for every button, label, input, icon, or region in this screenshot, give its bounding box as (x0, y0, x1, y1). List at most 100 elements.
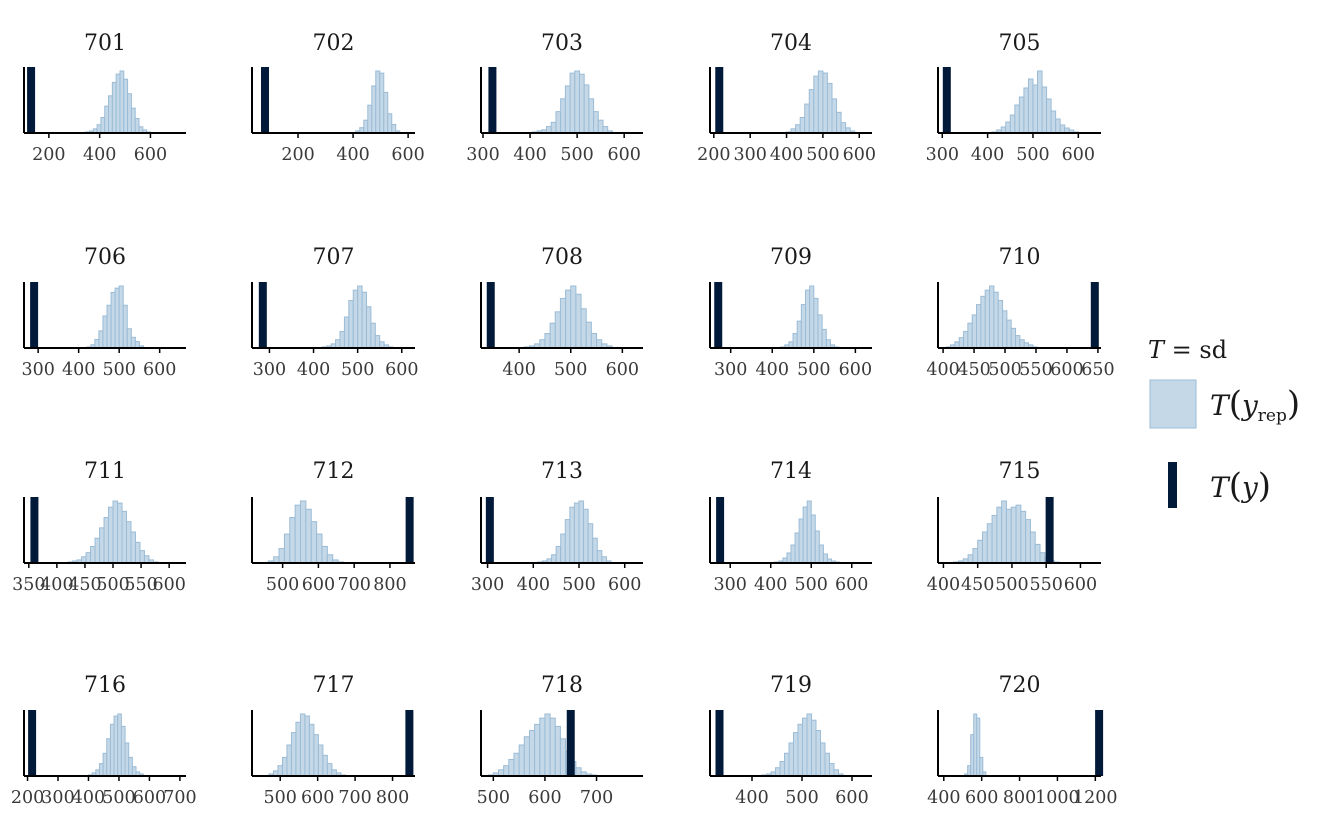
facet-717: 717 500 600 700 800 (251, 673, 415, 808)
histogram-bar (1039, 552, 1046, 564)
histogram-bar (967, 322, 973, 349)
histogram-bar (513, 752, 520, 777)
legend-key-observed (1168, 462, 1177, 508)
histogram-bar (125, 521, 132, 564)
legend-title-symbol: T (1148, 336, 1166, 364)
histogram-bar (578, 73, 585, 134)
histogram-bar (806, 713, 812, 777)
facet-title: 719 (770, 673, 812, 698)
legend-subscript: rep (1258, 406, 1287, 426)
histogram-bar (295, 721, 301, 777)
histogram-bar (308, 723, 315, 777)
histogram-bar (370, 322, 376, 349)
histogram-bar (339, 330, 345, 349)
histogram-bar (592, 537, 598, 564)
x-tick-label: 500 (96, 575, 129, 595)
histogram-bar (523, 736, 530, 777)
histogram-bar (836, 111, 842, 134)
histogram-bar (560, 533, 566, 564)
histogram-bar (822, 72, 828, 134)
x-tick-label: 500 (562, 575, 595, 595)
x-tick-label: 500 (560, 145, 593, 165)
histogram-bar (795, 124, 801, 134)
histogram-bar (989, 285, 995, 349)
histogram-bar (118, 285, 124, 349)
legend-paren-close: ) (1258, 466, 1271, 506)
histogram-bar (971, 314, 978, 349)
observed-stat-bar (716, 497, 725, 563)
histogram-bar (549, 322, 556, 349)
histogram-bar (304, 715, 310, 777)
x-tick-label: 200 (281, 145, 314, 165)
histogram-bar (322, 754, 328, 777)
histogram-bar (588, 98, 595, 134)
x-tick-label: 400 (83, 145, 116, 165)
x-tick-label: 600 (606, 360, 639, 380)
facet-title: 715 (999, 459, 1041, 484)
histogram-bar (972, 548, 979, 564)
histogram-bar (790, 544, 796, 564)
observed-stat-bar (405, 710, 414, 776)
histogram-bar (374, 335, 381, 349)
x-tick-label: 600 (143, 360, 176, 380)
histogram-bar (117, 502, 123, 564)
facet-title: 706 (84, 245, 126, 270)
facet-709: 709 300 400 500 600 (709, 245, 872, 380)
histogram-bar (544, 333, 551, 349)
histogram-bar (815, 730, 821, 777)
histogram-bar (814, 530, 820, 564)
histogram-bar (102, 752, 108, 777)
observed-stat-bar (486, 282, 495, 348)
observed-stat-bar (30, 282, 39, 348)
histogram-bar (829, 763, 835, 777)
x-tick-label: 700 (163, 788, 196, 808)
histogram-bar (798, 518, 804, 564)
histogram-bar (134, 541, 141, 564)
histogram-bar (574, 70, 580, 134)
histogram-bar (99, 527, 105, 564)
observed-stat-bar (28, 710, 37, 776)
histogram-bar (820, 742, 826, 777)
histogram-bar (110, 291, 116, 349)
x-tick-label: 300 (466, 145, 499, 165)
histogram-bar (805, 289, 811, 349)
x-tick-label: 600 (301, 788, 334, 808)
x-tick-label: 500 (266, 575, 299, 595)
x-tick-label: 300 (714, 575, 747, 595)
histogram-bar (114, 287, 120, 349)
histogram-bar (554, 725, 561, 777)
histogram-bar (559, 297, 567, 349)
histogram-bar (343, 316, 350, 349)
x-tick-label: 500 (1016, 145, 1049, 165)
histogram-bar (564, 85, 571, 134)
histogram-bar (544, 713, 551, 777)
histogram-bar (98, 330, 104, 349)
x-tick-label: 500 (102, 788, 135, 808)
facet-title: 702 (313, 31, 355, 56)
histogram-bar (310, 521, 318, 564)
histogram-bar (109, 723, 115, 777)
histogram-bar (305, 508, 312, 564)
histogram-bar (1059, 124, 1066, 134)
histogram-bar (1015, 504, 1022, 564)
histogram-bar (575, 767, 582, 777)
histogram-bar (130, 107, 136, 134)
x-tick-label: 400 (926, 360, 959, 380)
x-tick-label: 800 (1003, 788, 1036, 808)
histogram-bar (818, 544, 824, 564)
histogram-bar (127, 93, 132, 134)
histogram-bar (809, 285, 815, 349)
x-tick-label: 400 (927, 575, 960, 595)
x-tick-label: 600 (1050, 360, 1083, 380)
histogram-bar (1041, 86, 1048, 134)
facet-702: 702 200 400 600 (251, 31, 425, 165)
histogram-bar (316, 533, 323, 564)
histogram-bar (106, 738, 111, 777)
histogram-bar (1005, 508, 1012, 564)
histogram-bar (528, 730, 536, 777)
x-tick-label: 300 (471, 575, 504, 595)
histogram-bar (313, 734, 319, 777)
x-tick-label: 600 (391, 145, 424, 165)
histogram-bar (569, 506, 575, 564)
histogram-bar (596, 339, 603, 349)
